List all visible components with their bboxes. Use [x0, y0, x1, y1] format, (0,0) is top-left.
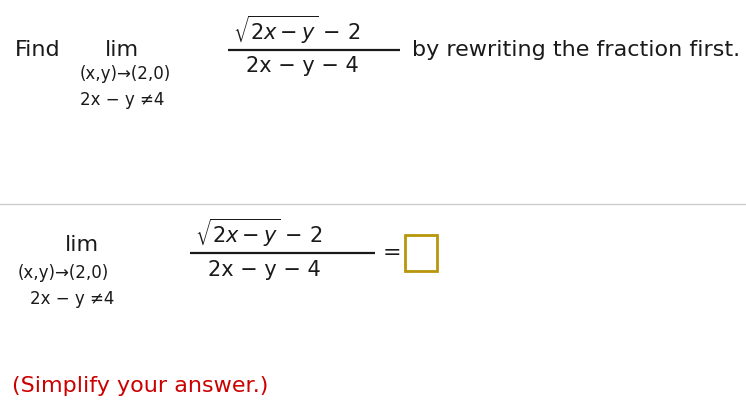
Text: (x,y)→(2,0): (x,y)→(2,0) [18, 264, 109, 282]
Text: (x,y)→(2,0): (x,y)→(2,0) [80, 65, 172, 83]
Text: 2x − y ≠4: 2x − y ≠4 [80, 91, 164, 109]
Text: Find: Find [15, 40, 60, 60]
Text: by rewriting the fraction first.: by rewriting the fraction first. [412, 40, 740, 60]
Text: lim: lim [65, 235, 99, 255]
Text: 2x − y − 4: 2x − y − 4 [208, 260, 321, 280]
Text: (Simplify your answer.): (Simplify your answer.) [12, 376, 269, 396]
Text: =: = [383, 243, 401, 263]
Bar [405, 235, 437, 271]
Text: 2x − y ≠4: 2x − y ≠4 [30, 290, 114, 308]
Text: 2x − y − 4: 2x − y − 4 [246, 56, 359, 76]
Text: $\sqrt{2x-y}$ − 2: $\sqrt{2x-y}$ − 2 [195, 217, 322, 249]
Text: $\sqrt{2x-y}$ − 2: $\sqrt{2x-y}$ − 2 [233, 14, 360, 46]
Text: lim: lim [105, 40, 139, 60]
